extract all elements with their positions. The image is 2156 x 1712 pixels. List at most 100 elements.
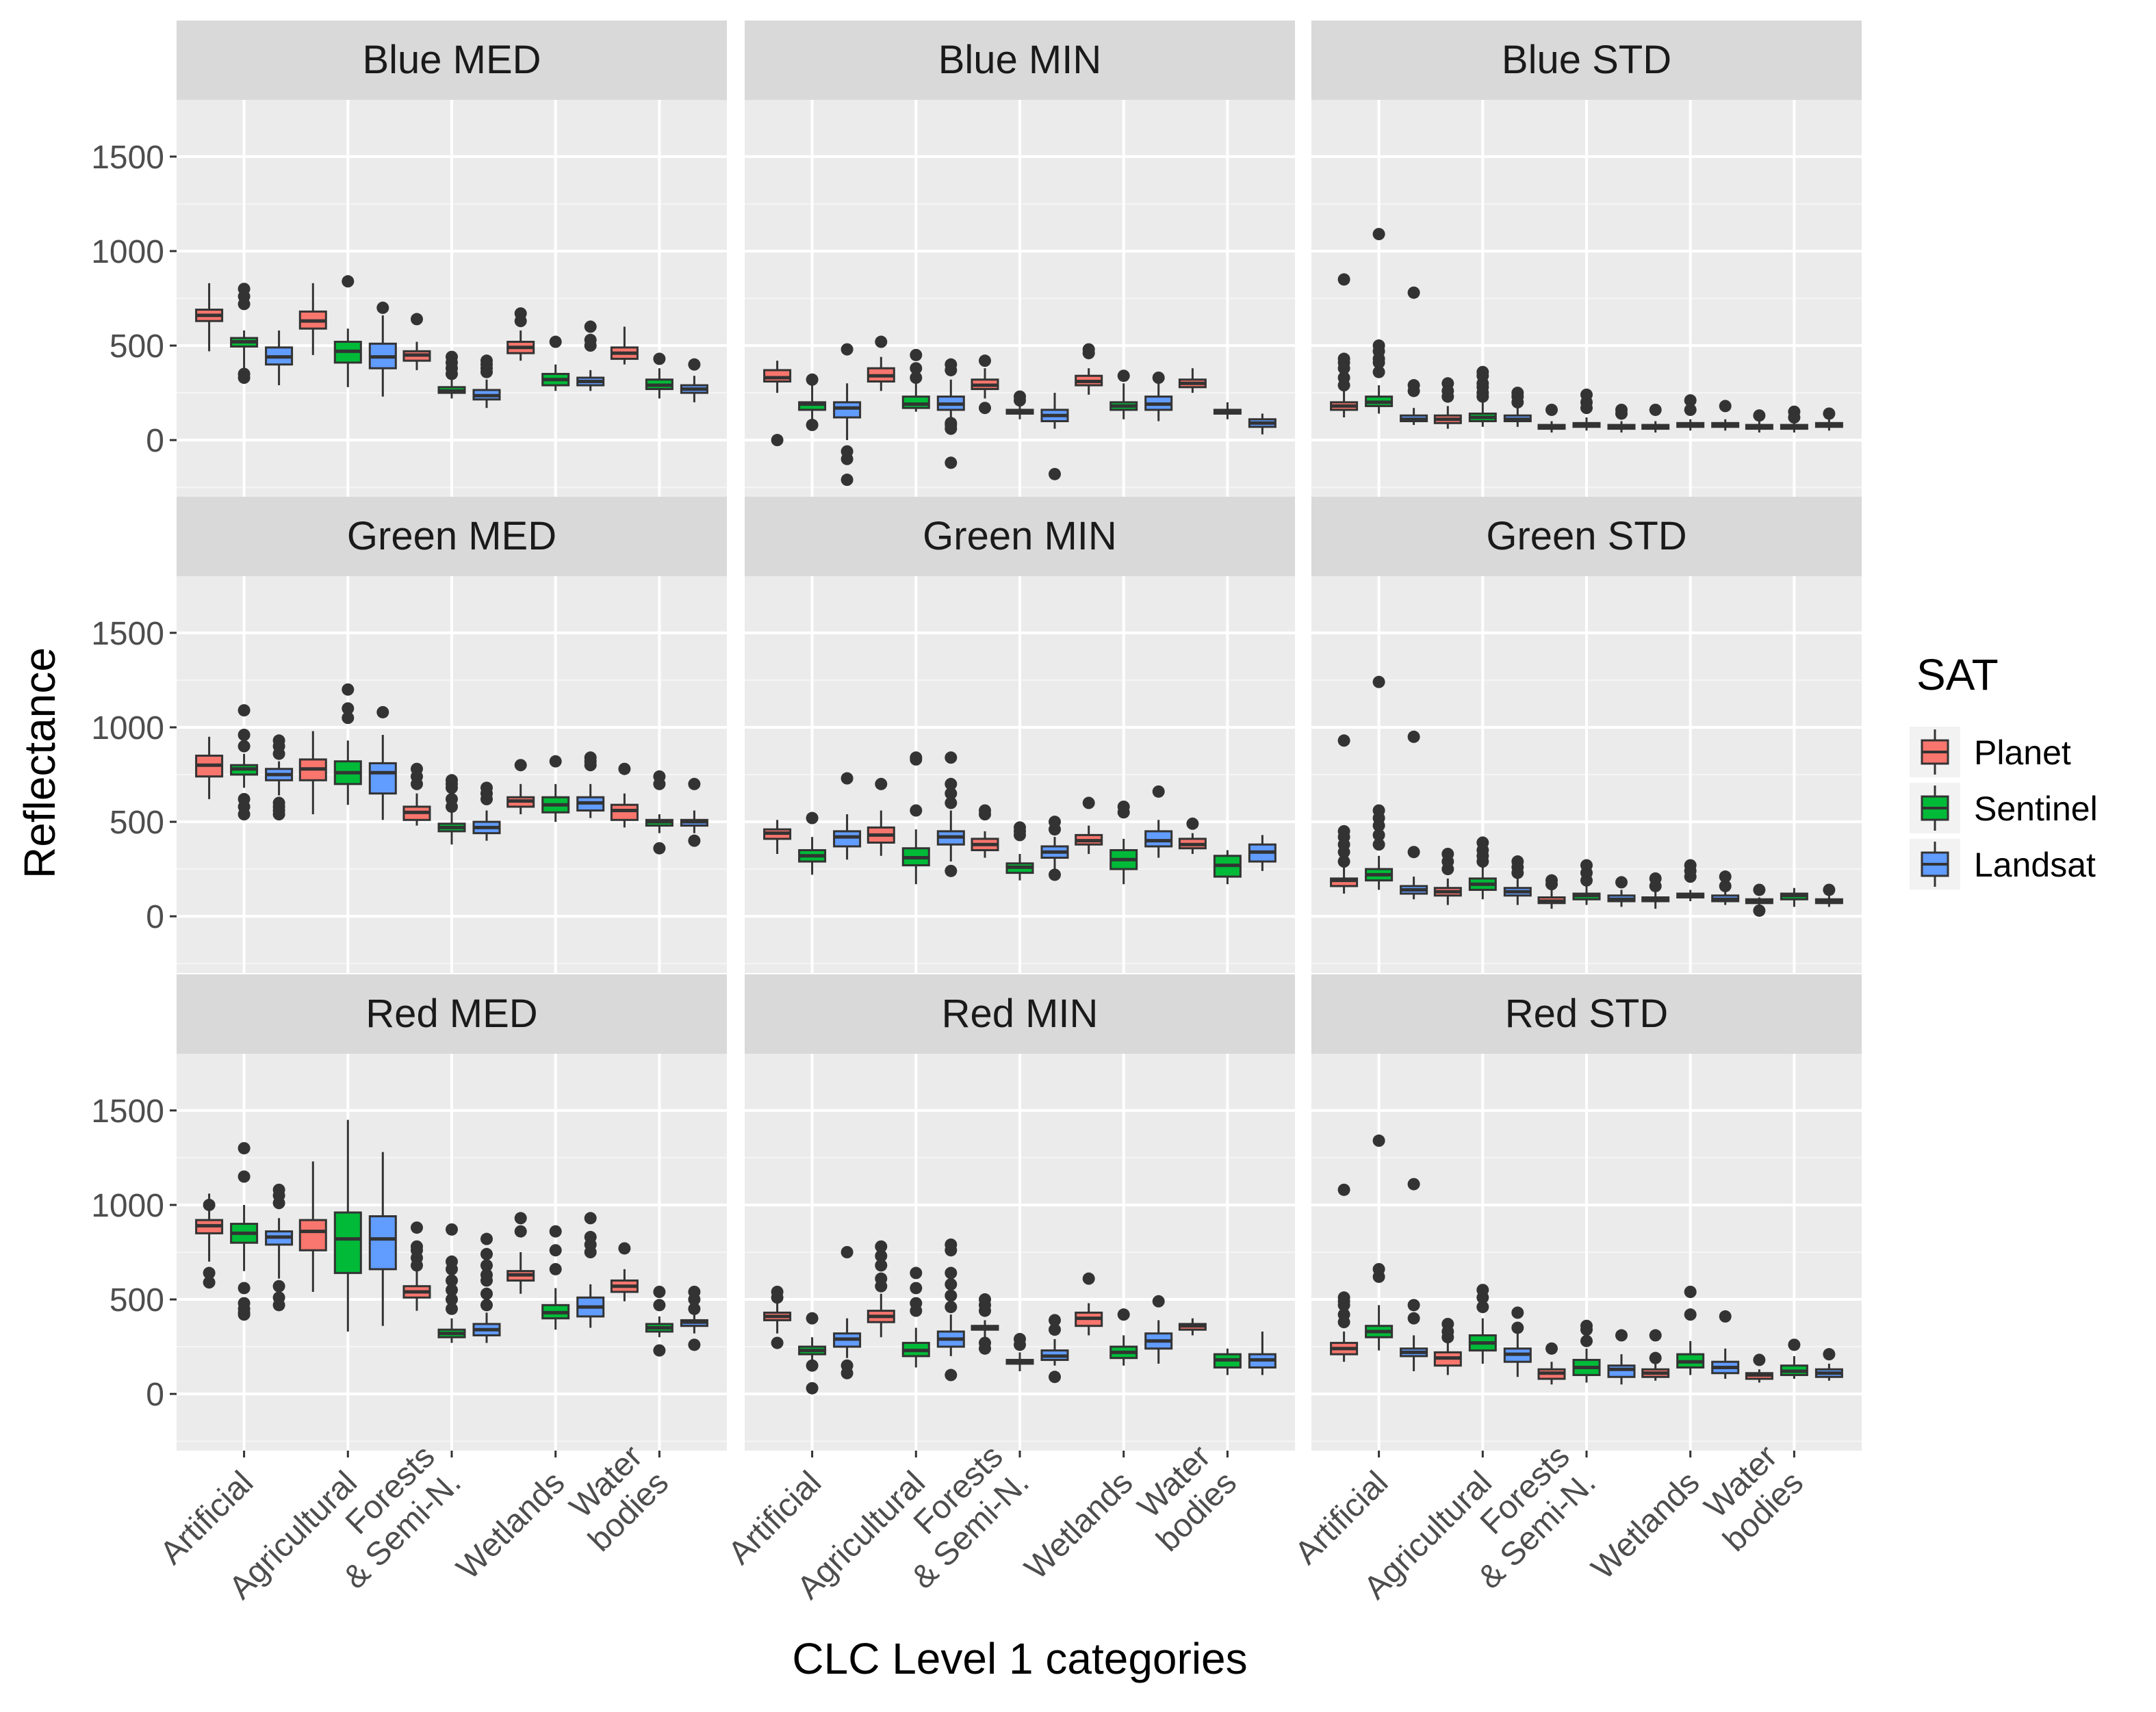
outlier-point (875, 1240, 888, 1253)
outlier-point (1753, 409, 1766, 422)
outlier-point (376, 705, 389, 718)
box-sentinel (333, 275, 362, 387)
facet-panel: Blue MED 0 500 1000 1500 (91, 21, 727, 497)
outlier-point (653, 842, 666, 855)
outlier-point (688, 1286, 701, 1298)
box-sentinel (333, 683, 362, 805)
outlier-point (1152, 1295, 1165, 1308)
outlier-point (1823, 883, 1836, 896)
facet-title: Blue STD (1502, 38, 1671, 82)
box-landsat (680, 777, 708, 847)
outlier-point (1407, 1178, 1420, 1191)
box-landsat (1503, 855, 1532, 905)
facet-strip (745, 21, 1295, 100)
outlier-point (514, 759, 527, 772)
outlier-point (945, 1238, 958, 1251)
box-landsat (265, 1183, 294, 1312)
outlier-point (1580, 859, 1593, 872)
outlier-point (1337, 1183, 1350, 1196)
y-tick-label: 0 (146, 423, 164, 459)
box-sentinel (333, 1119, 362, 1332)
box-landsat (1400, 286, 1428, 426)
outlier-point (910, 1282, 923, 1295)
box-iqr (333, 1211, 362, 1274)
outlier-point (1372, 829, 1385, 842)
x-tick-label: Waterbodies (555, 1438, 676, 1559)
box-planet (1075, 343, 1103, 395)
outlier-point (238, 704, 251, 717)
outlier-point (411, 1240, 423, 1253)
box-iqr (610, 803, 639, 821)
box-landsat (1607, 1329, 1636, 1385)
y-tick-label: 500 (110, 328, 164, 365)
facet-strip (177, 21, 727, 100)
outlier-point (618, 762, 631, 775)
outlier-point (203, 1198, 216, 1211)
outlier-point (771, 1336, 784, 1349)
box-sentinel (1572, 388, 1601, 431)
outlier-point (411, 762, 423, 775)
y-tick-label: 1500 (91, 1093, 164, 1130)
x-tick-label: Waterbodies (1123, 1438, 1244, 1559)
outlier-point (1337, 734, 1350, 747)
box-planet (298, 1161, 327, 1292)
facet-title: Red MED (365, 991, 537, 1036)
facet-strip (1311, 21, 1862, 100)
box-landsat (936, 751, 965, 877)
outlier-point (549, 1262, 562, 1275)
outlier-point (272, 734, 285, 747)
outlier-point (1372, 1134, 1385, 1147)
outlier-point (1580, 1334, 1593, 1347)
box-landsat (1503, 1306, 1532, 1377)
outlier-point (840, 452, 854, 465)
outlier-point (1545, 1342, 1558, 1355)
box-iqr (833, 830, 862, 848)
outlier-point (1014, 821, 1026, 834)
box-sentinel (1005, 821, 1034, 881)
box-planet (1178, 1318, 1207, 1336)
box-landsat (680, 358, 708, 402)
outlier-point (806, 1382, 819, 1395)
y-tick-label: 1000 (91, 1188, 164, 1224)
x-tick-label: Artificial (153, 1464, 260, 1571)
outlier-point (1372, 228, 1385, 241)
facet-title: Green STD (1486, 514, 1686, 558)
outlier-point (945, 1369, 958, 1382)
outlier-point (1684, 394, 1697, 407)
outlier-point (806, 1312, 819, 1325)
box-landsat (265, 734, 294, 820)
outlier-point (1615, 403, 1628, 416)
box-planet (298, 731, 327, 814)
outlier-point (1649, 872, 1662, 885)
box-planet (867, 335, 895, 391)
outlier-point (979, 1293, 991, 1306)
outlier-point (840, 1359, 854, 1372)
box-planet (195, 1193, 224, 1289)
outlier-point (1615, 876, 1628, 889)
outlier-point (1082, 1272, 1095, 1285)
box-landsat (368, 705, 397, 820)
outlier-point (1476, 365, 1489, 378)
outlier-point (945, 796, 958, 809)
outlier-point (945, 358, 958, 371)
outlier-point (1014, 1333, 1026, 1346)
box-planet (1433, 848, 1462, 905)
box-planet (1178, 368, 1207, 393)
box-sentinel (901, 1267, 930, 1368)
facet-panel: Blue STD (1311, 21, 1862, 497)
outlier-point (342, 683, 355, 696)
outlier-point (1152, 785, 1165, 798)
outlier-point (480, 354, 493, 367)
outlier-point (1337, 372, 1350, 384)
outlier-point (1719, 1310, 1732, 1323)
outlier-point (446, 1302, 458, 1315)
box-planet (763, 361, 792, 447)
outlier-point (840, 343, 854, 356)
box-landsat (1144, 372, 1173, 421)
facet-strip (177, 974, 727, 1054)
outlier-point (203, 1276, 216, 1289)
outlier-point (238, 729, 251, 741)
box-sentinel (1780, 405, 1808, 433)
outlier-point (945, 864, 958, 877)
legend-label: Planet (1974, 734, 2071, 772)
